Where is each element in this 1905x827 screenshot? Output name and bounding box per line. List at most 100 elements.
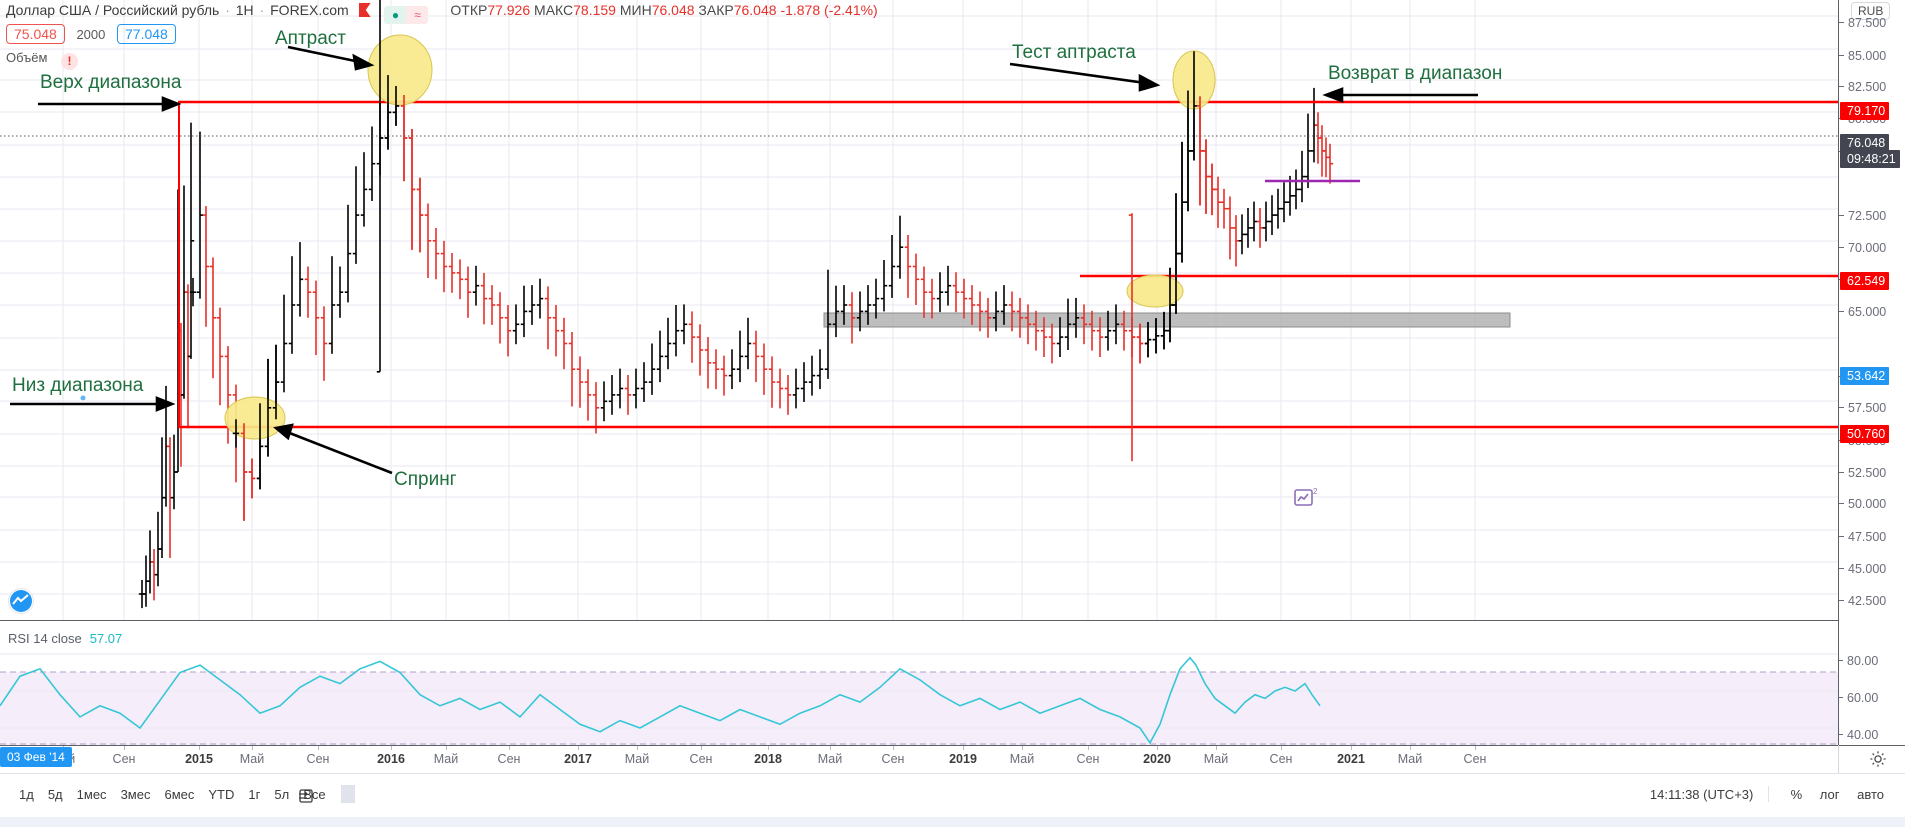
gear-icon[interactable] <box>1869 750 1887 768</box>
annotation-bottom-of-range[interactable]: Низ диапазона <box>12 375 144 396</box>
time-axis-tick: 2017 <box>564 752 592 766</box>
rsi-axis[interactable]: 80.00 60.00 40.00 <box>1838 627 1905 745</box>
auto-scale-button[interactable]: авто <box>1857 787 1884 802</box>
change-value: -1.878 <box>780 2 821 18</box>
pane-separator[interactable] <box>0 620 1838 621</box>
time-tick-mark <box>252 746 253 750</box>
tradingview-logo-icon[interactable] <box>8 588 34 614</box>
range-button-1г[interactable]: 1г <box>248 787 261 802</box>
range-button-6мес[interactable]: 6мес <box>164 787 195 802</box>
time-axis-tick: 2018 <box>754 752 782 766</box>
axis-tick-mark <box>1839 536 1844 537</box>
clock-label[interactable]: 14:11:38 (UTC+3) <box>1649 787 1754 802</box>
axis-tick-mark <box>1839 568 1844 569</box>
high-value: 78.159 <box>573 2 616 18</box>
rsi-chart-pane[interactable]: RSI 14 close 57.07 <box>0 627 1838 745</box>
annotation-top-of-range[interactable]: Верх диапазона <box>40 72 182 93</box>
price-axis-tick: 72.500 <box>1848 209 1887 223</box>
price-axis-highlight[interactable]: 76.048 <box>1840 134 1890 152</box>
annotation-upthrust-test[interactable]: Тест аптраста <box>1012 42 1136 63</box>
legend-sep-1: · <box>225 2 230 18</box>
range-button-5д[interactable]: 5д <box>47 787 63 802</box>
candle-style-badges[interactable]: ● ≈ <box>384 6 429 25</box>
legend-sep-2: · <box>259 2 265 18</box>
price-axis[interactable]: RUB 87.50085.00082.50080.00077.50072.500… <box>1838 0 1905 745</box>
range-button-1д[interactable]: 1д <box>19 787 34 802</box>
exchange-name[interactable]: FOREX.com <box>270 2 349 18</box>
rsi-legend-label[interactable]: RSI 14 close <box>8 631 82 646</box>
time-axis-tick: Май <box>1009 752 1035 766</box>
axis-divider <box>1838 745 1839 773</box>
time-axis-tick: Сен <box>1463 752 1487 766</box>
time-axis-tick: Сен <box>881 752 905 766</box>
time-tick-mark <box>1351 746 1352 750</box>
axis-tick-mark <box>1839 311 1844 312</box>
high-price-box[interactable]: 77.048 <box>117 24 176 44</box>
bull-badge-icon[interactable]: ● <box>384 6 407 25</box>
log-scale-button[interactable]: лог <box>1819 787 1840 802</box>
svg-text:2: 2 <box>1313 487 1318 496</box>
divider <box>1767 786 1769 802</box>
quantity-value: 2000 <box>76 26 106 42</box>
price-axis-tick: 50.000 <box>1848 497 1887 511</box>
time-axis-tick: 2015 <box>185 752 213 766</box>
rsi-legend: RSI 14 close 57.07 <box>8 631 122 646</box>
highlight-ellipses[interactable] <box>224 34 1216 440</box>
bear-badge-icon[interactable]: ≈ <box>406 6 429 25</box>
axis-tick-mark <box>1839 472 1844 473</box>
rsi-axis-tick: 80.00 <box>1847 654 1879 668</box>
percent-scale-button[interactable]: % <box>1790 787 1803 802</box>
rsi-grid <box>0 653 1838 729</box>
annotation-upthrust[interactable]: Аптраст <box>275 28 346 49</box>
arrow-bottom-of-range <box>10 396 176 412</box>
price-axis-tick: 82.500 <box>1848 80 1887 94</box>
rsi-axis-tick: 60.00 <box>1847 691 1879 705</box>
bottom-toolbar: 1д 5д 1мес 3мес 6мес YTD 1г 5л Все 14:11:38 (UTC… <box>0 773 1905 817</box>
range-button-Все[interactable]: Все <box>303 787 326 802</box>
time-tick-mark <box>830 746 831 750</box>
symbol-title[interactable]: Доллар США / Российский рубль <box>6 2 220 18</box>
warning-icon[interactable]: ! <box>61 53 79 70</box>
price-axis-tick: 70.000 <box>1848 241 1887 255</box>
price-chart-svg <box>0 0 1838 620</box>
price-axis-highlight[interactable]: 62.549 <box>1840 272 1890 290</box>
time-axis-tick: Сен <box>306 752 330 766</box>
open-label: ОТКР <box>450 2 488 18</box>
time-cursor-label: 03 Фев '14 <box>0 747 72 767</box>
time-axis-tick: Май <box>433 752 459 766</box>
rsi-tick-mark <box>1838 697 1843 698</box>
range-button-YTD[interactable]: YTD <box>208 787 235 802</box>
price-axis-highlight[interactable]: 53.642 <box>1840 367 1890 385</box>
chart-interval[interactable]: 1H <box>235 2 254 18</box>
time-tick-mark <box>963 746 964 750</box>
time-tick-mark <box>1410 746 1411 750</box>
close-label: ЗАКР <box>698 2 734 18</box>
price-axis-tick: 47.500 <box>1848 530 1887 544</box>
horizontal-levels[interactable] <box>0 100 1838 429</box>
axis-tick-mark <box>1839 215 1844 216</box>
chart-legend: Доллар США / Российский рубль · 1H · FOR… <box>6 2 878 25</box>
ellipse-upthrust <box>367 34 433 106</box>
time-axis-tick: 2020 <box>1143 752 1171 766</box>
price-axis-highlight[interactable]: 09:48:21 <box>1840 150 1900 168</box>
time-tick-mark <box>1157 746 1158 750</box>
time-tick-mark <box>701 746 702 750</box>
price-chart-pane[interactable] <box>0 0 1838 620</box>
annotation-return-to-range[interactable]: Возврат в диапазон <box>1328 63 1503 84</box>
range-button-3мес[interactable]: 3мес <box>120 787 151 802</box>
range-button-1мес[interactable]: 1мес <box>76 787 107 802</box>
price-axis-tick: 45.000 <box>1848 562 1887 576</box>
price-axis-highlight[interactable]: 79.170 <box>1840 102 1890 120</box>
price-axis-highlight[interactable]: 50.760 <box>1840 425 1890 443</box>
divider <box>340 785 355 803</box>
volume-label[interactable]: Объём <box>6 50 48 65</box>
time-axis-tick: Сен <box>1076 752 1100 766</box>
time-axis[interactable]: Май Сен 2015 Май Сен 2016 Май Сен 2017 Май Сен 2018… <box>0 745 1905 773</box>
calendar-icon[interactable] <box>296 786 316 806</box>
time-tick-mark <box>124 746 125 750</box>
low-price-box[interactable]: 75.048 <box>6 24 65 44</box>
annotation-spring[interactable]: Спринг <box>394 469 457 490</box>
range-button-5л[interactable]: 5л <box>274 787 290 802</box>
price-axis-tick: 85.000 <box>1848 49 1887 63</box>
time-axis-tick: Май <box>624 752 650 766</box>
